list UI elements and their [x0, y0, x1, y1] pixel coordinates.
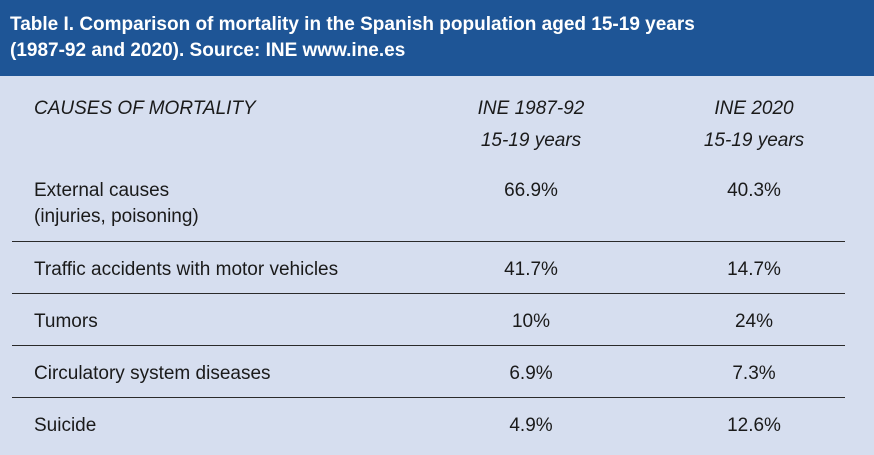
table-row-cause: Suicide [34, 415, 97, 436]
table-row-value-1987: 41.7% [504, 259, 558, 280]
table-row-value-2020: 40.3% [727, 180, 781, 201]
table-row-cause: Traffic accidents with motor vehicles [34, 259, 339, 280]
table-row-value-1987: 4.9% [509, 415, 553, 436]
table-row-value-2020: 24% [734, 311, 774, 332]
row-divider [12, 397, 845, 398]
table-row-value-1987: 6.9% [509, 363, 553, 384]
column-header-1987-line1: INE 1987-92 [477, 98, 585, 119]
table-caption: Table I. Comparison of mortality in the … [0, 0, 874, 76]
row-divider [12, 293, 845, 294]
row-divider [12, 345, 845, 346]
table-row-value-2020: 7.3% [732, 363, 776, 384]
column-header-cause: CAUSES OF MORTALITY [34, 98, 256, 119]
table-row-cause: Tumors [34, 311, 98, 332]
table-row-value-1987: 10% [511, 311, 551, 332]
table-row-cause-detail: (injuries, poisoning) [34, 206, 199, 227]
table-row-value-1987: 66.9% [504, 180, 558, 201]
column-header-2020-line2: 15-19 years [703, 130, 805, 151]
caption-line-2: (1987-92 and 2020). Source: INE www.ine.… [10, 40, 406, 61]
caption-line-1: Table I. Comparison of mortality in the … [10, 14, 695, 35]
table-row-cause: External causes [34, 180, 170, 201]
table-row-value-2020: 14.7% [727, 259, 781, 280]
table-row-value-2020: 12.6% [727, 415, 781, 436]
table-row-cause: Circulatory system diseases [34, 363, 271, 384]
column-header-1987-line2: 15-19 years [480, 130, 582, 151]
row-divider [12, 241, 845, 242]
column-header-2020-line1: INE 2020 [714, 98, 794, 119]
